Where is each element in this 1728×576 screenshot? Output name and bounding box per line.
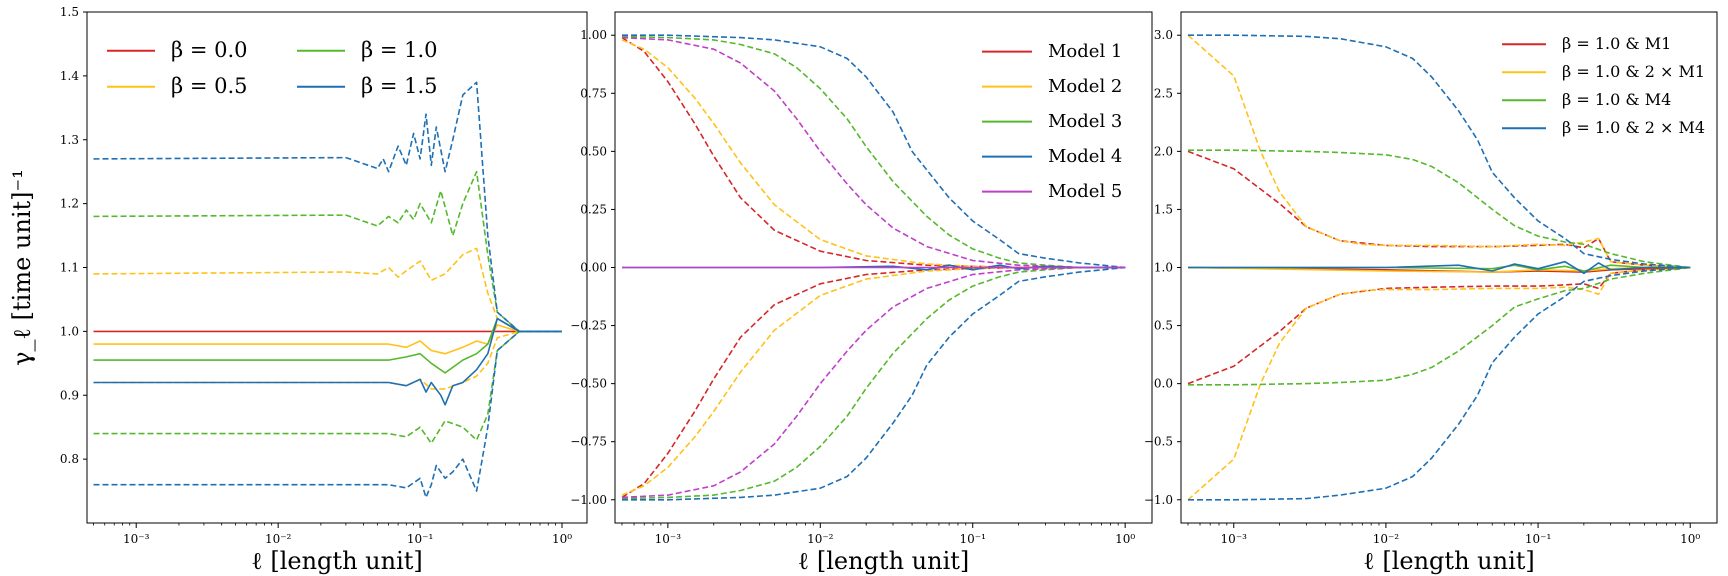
y-tick-label: 0.5: [1154, 319, 1173, 333]
legend-label: β = 1.0 & M4: [1562, 90, 1671, 109]
legend-label: β = 0.0: [171, 38, 247, 62]
legend: β = 0.0 β = 0.5 β = 1.0 β = 1.5: [107, 38, 437, 98]
x-tick-label: 10⁰: [552, 532, 572, 546]
y-tick-label: 1.3: [60, 133, 79, 147]
x-tick-label: 10⁻²: [265, 532, 292, 546]
y-tick-label: 1.0: [1154, 261, 1173, 275]
legend-label: β = 1.0 & 2 × M4: [1562, 118, 1705, 137]
series-line: [93, 317, 562, 406]
series-line: [1188, 266, 1691, 501]
x-tick-label: 10⁻¹: [1525, 532, 1551, 546]
y-tick-label: −0.50: [570, 377, 607, 391]
series-line: [621, 266, 1126, 499]
series-line: [621, 266, 1126, 499]
x-axis-label: ℓ [length unit]: [798, 547, 970, 575]
x-tick-label: 10⁻²: [807, 532, 834, 546]
series-line: [1187, 266, 1691, 501]
series-line: [1187, 150, 1691, 269]
legend-label: β = 1.0: [361, 38, 437, 62]
series-line: [93, 81, 562, 333]
series-line: [1187, 34, 1691, 269]
series-line: [622, 266, 1126, 501]
legend-label: Model 2: [1048, 76, 1122, 97]
y-tick-label: 1.5: [1154, 202, 1173, 216]
series-line: [93, 170, 562, 333]
y-tick-label: 1.4: [60, 69, 79, 83]
x-tick-label: 10⁻³: [123, 532, 150, 546]
y-tick-label: 0.50: [580, 144, 607, 158]
legend-label: β = 1.0 & M1: [1562, 34, 1671, 53]
x-tick-label: 10⁻¹: [960, 532, 986, 546]
y-tick-label: 2.5: [1154, 86, 1173, 100]
x-tick-label: 10⁻¹: [407, 532, 433, 546]
y-tick-label: −1.00: [570, 493, 607, 507]
series-line: [621, 266, 1126, 500]
series-group: [1187, 34, 1691, 501]
series-line: [93, 330, 562, 444]
y-tick-label: −0.5: [1144, 435, 1173, 449]
y-tick-label: 0.75: [580, 86, 607, 100]
plot-frame: [86, 11, 588, 524]
x-axis-label: ℓ [length unit]: [1363, 547, 1535, 575]
y-tick-label: 0.0: [1154, 377, 1173, 391]
y-tick-label: 2.0: [1154, 144, 1173, 158]
panel-left: 0.8 0.9 1.0 1.1 1.2 1.3 1.4 1.5 10⁻³ 10⁻² 10⁻¹ 10⁰ ℓ…: [8, 5, 588, 575]
y-tick-label: 1.5: [60, 5, 79, 19]
series-line: [1188, 34, 1691, 269]
x-tick-label: 10⁰: [1680, 532, 1700, 546]
series-line: [93, 317, 562, 374]
y-tick-label: −0.25: [570, 319, 607, 333]
series-line: [1188, 264, 1691, 272]
legend: β = 1.0 & M1 β = 1.0 & 2 × M1 β = 1.0 & M4…: [1502, 34, 1705, 137]
y-axis-label: γ_ℓ [time unit]⁻¹: [8, 169, 36, 366]
y-tick-label: 1.00: [580, 28, 607, 42]
y-tick-label: 0.8: [60, 452, 79, 466]
x-tick-label: 10⁰: [1115, 532, 1135, 546]
series-line: [621, 266, 1126, 496]
legend-label: β = 1.5: [361, 74, 437, 98]
series-line: [621, 35, 1126, 269]
legend-label: Model 1: [1048, 41, 1122, 62]
panel-middle: −1.00 −0.75 −0.50 −0.25 0.00 0.25 0.50 0.75 1.00…: [570, 11, 1153, 575]
panel-right: −1.0 −0.5 0.0 0.5 1.0 1.5 2.0 2.5 3.0 10⁻³ 10⁻² 10⁻…: [1144, 11, 1718, 575]
legend-label: β = 1.0 & 2 × M1: [1562, 62, 1705, 81]
y-tick-label: −0.75: [570, 435, 607, 449]
x-tick-label: 10⁻³: [655, 532, 682, 546]
series-line: [1188, 266, 1691, 386]
x-axis-label: ℓ [length unit]: [251, 547, 423, 575]
series-line: [93, 247, 562, 333]
y-tick-label: 0.00: [580, 261, 607, 275]
legend-label: Model 5: [1048, 181, 1122, 202]
x-tick-label: 10⁻²: [1373, 532, 1400, 546]
series-line: [1187, 266, 1691, 385]
y-tick-label: 0.25: [580, 202, 607, 216]
legend: Model 1 Model 2 Model 3 Model 4 Model 5: [982, 41, 1122, 202]
series-line: [1188, 260, 1691, 275]
series-line: [93, 324, 562, 355]
series-group: [621, 34, 1126, 501]
y-tick-label: 1.0: [60, 324, 79, 338]
x-tick-label: 10⁻³: [1221, 532, 1248, 546]
series-line: [93, 330, 562, 499]
legend-label: Model 3: [1048, 111, 1122, 132]
series-line: [1188, 149, 1691, 269]
legend-label: Model 4: [1048, 146, 1122, 167]
series-line: [622, 34, 1126, 269]
y-tick-label: 1.1: [60, 261, 79, 275]
series-group: [93, 81, 562, 499]
y-tick-label: −1.0: [1144, 493, 1173, 507]
y-tick-label: 3.0: [1154, 28, 1173, 42]
series-line: [93, 330, 562, 390]
series-line: [621, 36, 1126, 269]
legend-label: β = 0.5: [171, 74, 247, 98]
y-tick-label: 1.2: [60, 197, 79, 211]
series-line: [1187, 266, 1691, 273]
y-tick-label: 0.9: [60, 388, 79, 402]
